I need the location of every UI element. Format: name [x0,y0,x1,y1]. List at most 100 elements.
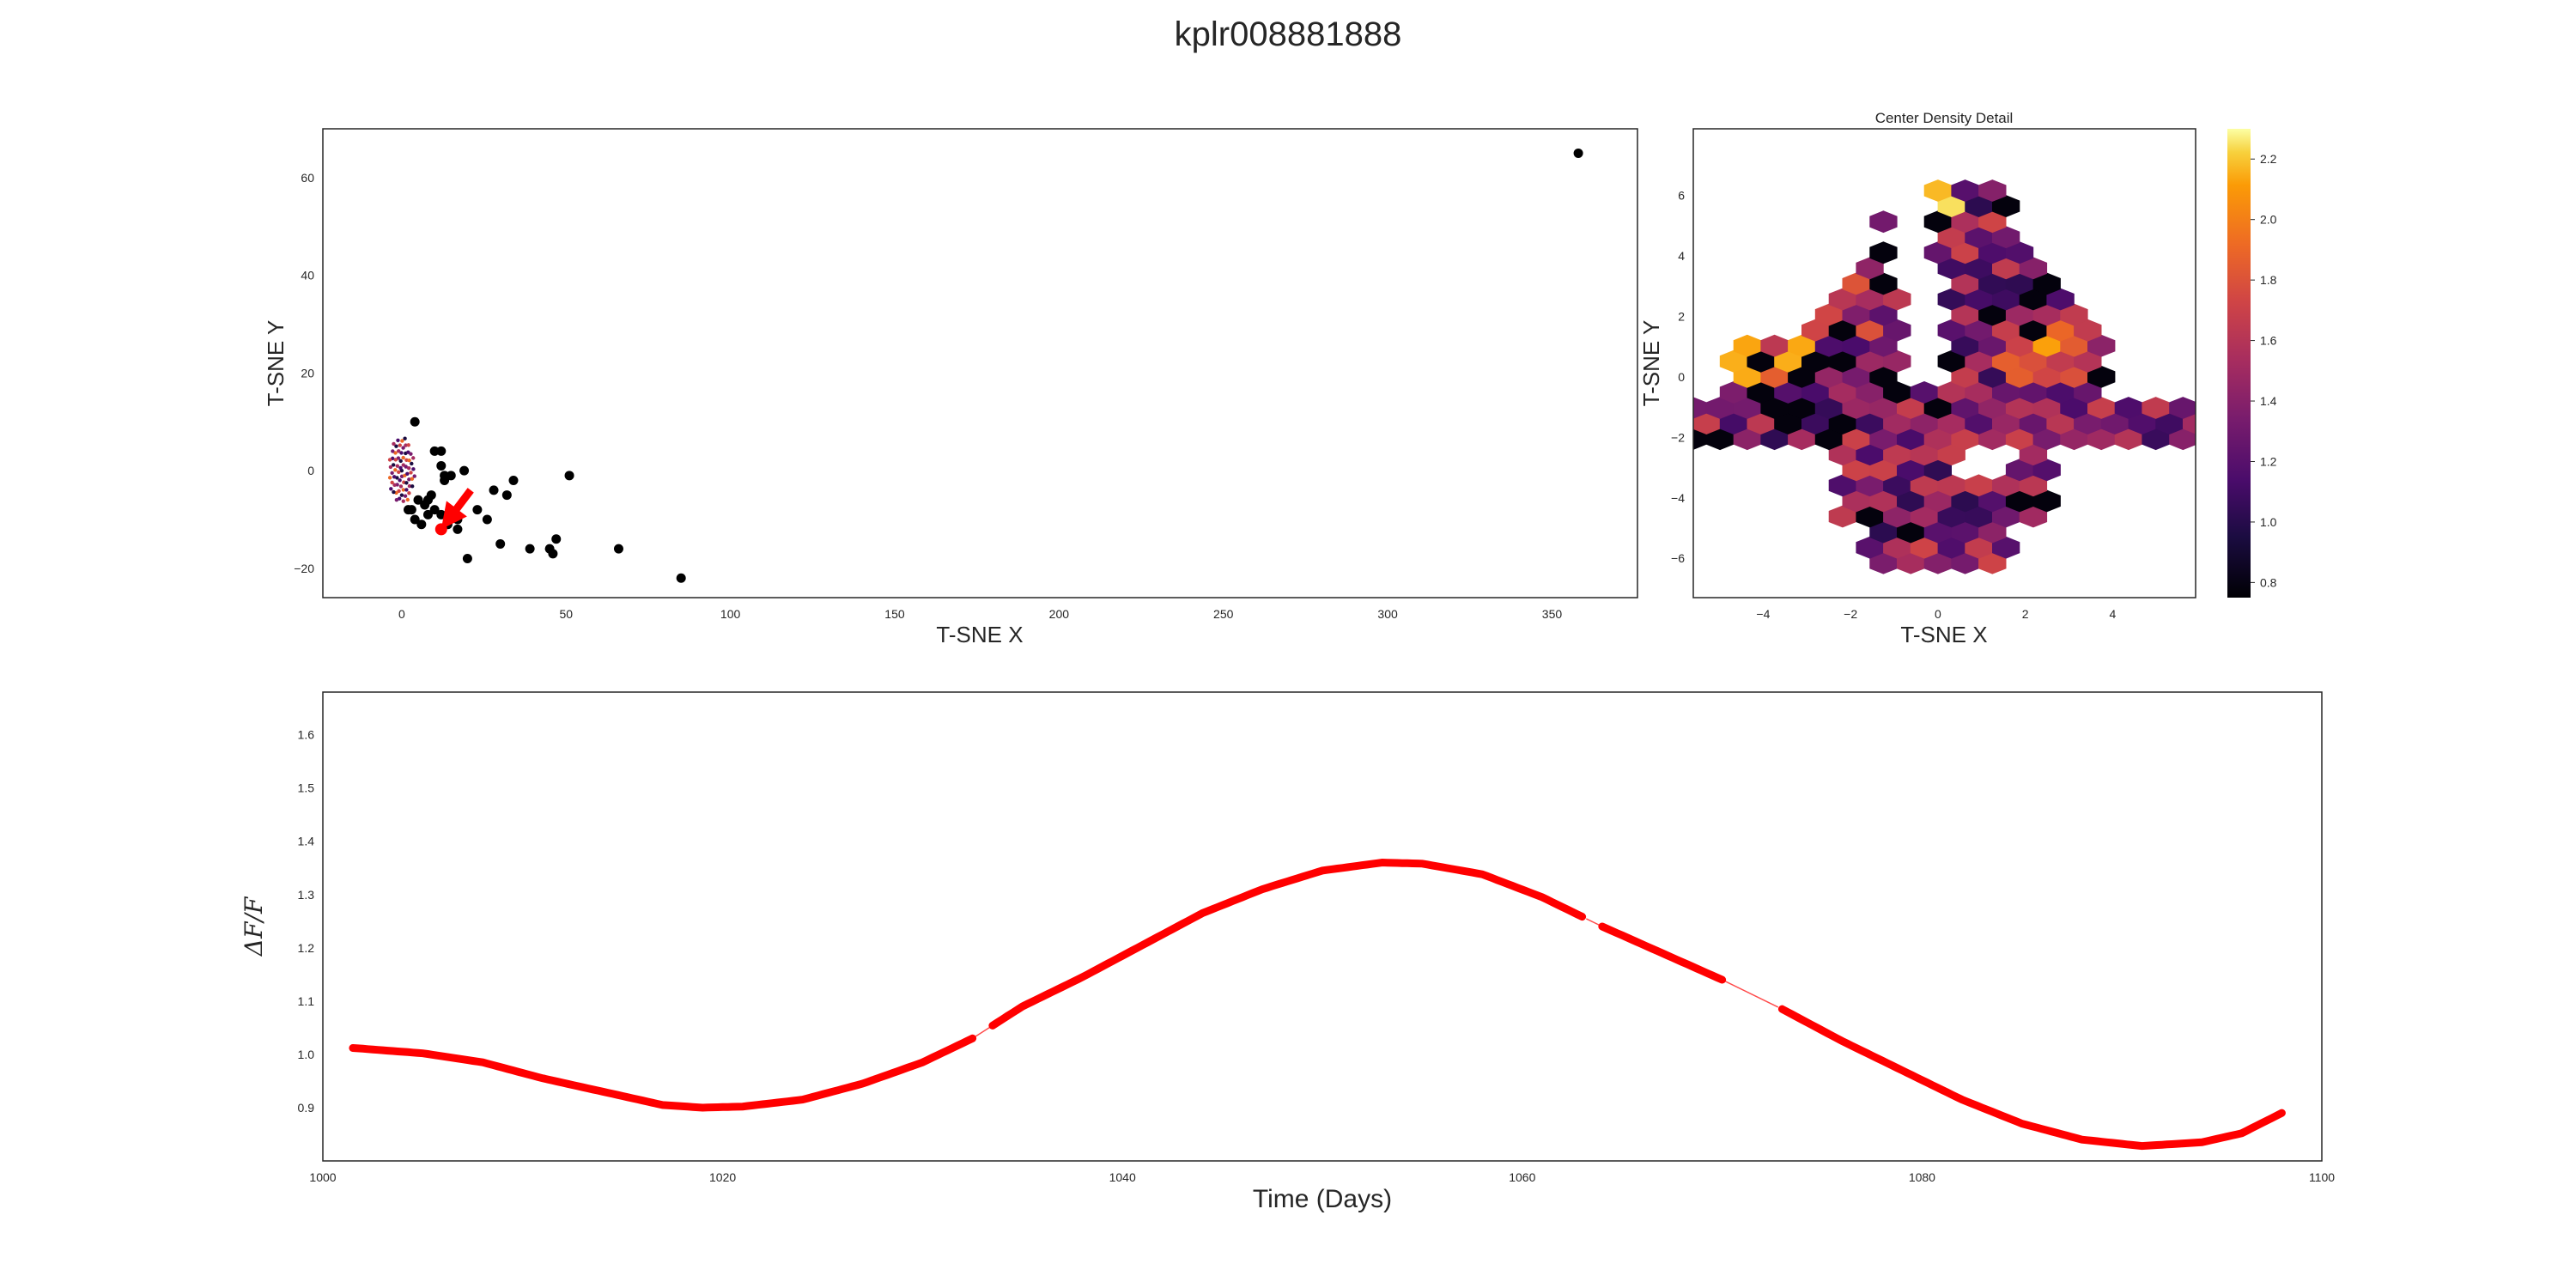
colorbar-tick: 2.0 [2260,213,2277,227]
hexbin-cell [1923,210,1952,234]
scatter-point [482,514,492,525]
scatter-xtick: 300 [1377,607,1398,621]
hexbin-cell [1733,428,1761,451]
scatter-ytick: 60 [301,171,314,185]
hexbin-cell [2032,334,2061,357]
scatter-blob-cell [396,449,401,453]
scatter-xtick: 350 [1542,607,1563,621]
hexbin-cell [1760,365,1789,388]
scatter-point [440,476,450,485]
hexbin-cell [1951,334,1979,357]
hexbin-cell [1910,412,1939,434]
scatter-blob-cell [399,451,404,455]
scatter-xlabel: T-SNE X [936,622,1023,647]
hexbin-cell [1992,536,2020,559]
scatter-blob-cell [404,481,409,485]
scatter-blob-cell [412,474,416,478]
scatter-blob-cell [407,491,411,495]
scatter-point [495,538,506,549]
hexbin-cell [2032,303,2061,326]
hexbin-cell [1978,272,2007,295]
lightcurve-segment [988,858,1587,1030]
scatter-blob-cell [407,459,411,463]
hexbin-cell [1856,288,1884,311]
hexbin-cell [1814,397,1844,419]
hexbin-cell [1978,520,2007,544]
hexbin-cell [2074,381,2102,404]
lightcurve-segment [1598,922,1727,984]
hexbin-cell [1842,397,1870,419]
lightcurve-ticks: 1000 1020 1040 1060 1080 1100 0.9 1.0 1.1 1.2 1.3 1… [298,728,2336,1184]
scatter-point [548,549,558,559]
hexbin-cell [2032,397,2061,419]
scatter-blob-cell [391,463,396,467]
colorbar-tick: 1.8 [2260,273,2277,287]
hexbin-ytick: 2 [1678,309,1685,323]
hexbin-cell [2005,241,2034,264]
hexbin-cell [1937,226,1965,249]
scatter-point [446,471,456,481]
scatter-ytick: 40 [301,269,314,283]
hexbin-cell [1951,365,1979,388]
hexbin-cell [1965,381,1993,404]
scatter-blob-cell [410,484,415,489]
hexbin-cell [1923,397,1952,419]
hexbin-cell [1856,381,1884,404]
hexbin-cell [1937,474,1965,497]
figure-title: kplr008881888 [1174,15,1402,53]
hexbin-cell [1801,412,1830,434]
hexbin-cell [2087,428,2116,451]
scatter-point [551,534,562,544]
scatter-blob-cell [409,471,413,475]
scatter-blob-cell [387,458,392,462]
hexbin-cell [1937,195,1965,217]
scatter-blob-cell [393,468,398,472]
hexbin-cell [1801,319,1830,342]
scatter-blob-cell [394,444,398,448]
hexbin-cell [1719,412,1748,434]
hexbin-cell [1965,319,1993,342]
hexbin-cell [1923,459,1952,482]
scatter-point [501,490,512,501]
hexbin-cell [1883,381,1911,404]
hexbin-cell [1951,489,1979,513]
scatter-blob-cell [410,477,415,481]
hexbin-cell [1978,551,2007,574]
scatter-point [422,509,433,519]
hexbin-ytick: −4 [1671,491,1685,505]
scatter-blob-cell [387,476,392,480]
hexbin-cell [1869,210,1898,234]
lightcurve-gap-line [1585,918,1603,927]
scatter-point [462,554,472,563]
hexbin-cell [1856,505,1884,528]
hexbin-cell [1869,520,1898,544]
hexbin-cell [1856,536,1884,559]
hexbin-cell [1897,551,1925,574]
hexbin-cell [1883,349,1911,373]
hexbin-cell [1965,474,1993,497]
scatter-blob-cell [397,496,402,501]
scatter-point [410,416,420,427]
hexbin-cell [1978,334,2007,357]
hexbin-cell [1814,365,1844,388]
hexbin-cell [2128,412,2156,434]
hexbin-cell [1965,257,1993,280]
scatter-marks [387,148,1583,583]
hexbin-cell [2142,428,2170,451]
hexbin-cell [1937,443,1965,466]
hexbin-cell [1828,443,1856,466]
hexbin-cell [1992,195,2020,217]
lightcurve-segment [1777,1005,2286,1151]
colorbar-gradient [2227,129,2251,598]
hexbin-cell [2005,303,2034,326]
hexbin-ytick: 0 [1678,370,1685,384]
hexbin-cell [1705,397,1735,419]
hexbin-cell [2087,397,2116,419]
scatter-blob-cell [398,478,402,483]
hexbin-cell [1788,365,1816,388]
hexbin-cell [1828,412,1856,434]
hexbin-cell [1923,241,1952,264]
hexbin-cell [1842,365,1870,388]
colorbar-ticks: 0.8 1.0 1.2 1.4 1.6 1.8 2.0 2.2 [2251,152,2277,589]
